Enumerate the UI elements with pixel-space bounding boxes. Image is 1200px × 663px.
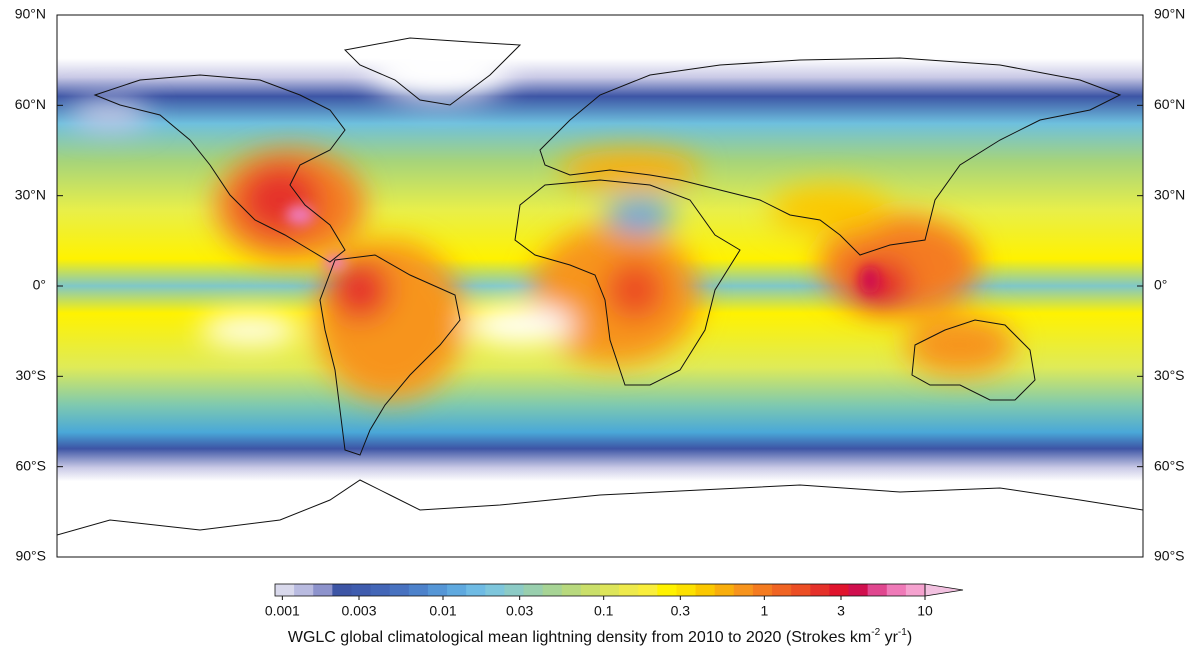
colorbar-bin	[275, 584, 295, 596]
colorbar-bin	[905, 584, 926, 596]
latitude-label-right: 90°S	[1154, 548, 1185, 564]
latitude-label-right: 30°S	[1154, 367, 1185, 383]
colorbar-bin	[829, 584, 850, 596]
colorbar-tick-label: 0.001	[265, 603, 300, 619]
latitude-labels: 90°N 90°N 60°N 60°N 30°N 30°N 0° 0° 30°S 30°S 60°S…	[15, 6, 1186, 564]
coastlines	[57, 37, 1143, 536]
colorbar-bin	[733, 584, 754, 596]
colorbar-bin	[867, 584, 888, 596]
colorbar-tick-label: 0.01	[429, 603, 456, 619]
colorbar-bin	[714, 584, 735, 596]
latitude-label-left: 30°S	[15, 367, 46, 383]
peak-cores	[286, 205, 880, 294]
caption-text: WGLC global climatological mean lightnin…	[288, 629, 871, 646]
colorbar-bin	[695, 584, 716, 596]
colorbar-tick-label: 1	[760, 603, 768, 619]
australia-outline	[911, 319, 1036, 401]
latitude-label-left: 0°	[33, 277, 46, 293]
colorbar-bin	[561, 584, 582, 596]
colorbar-tick-label: 0.003	[341, 603, 376, 619]
latitude-label-right: 90°N	[1154, 6, 1185, 22]
colorbar-bin	[408, 584, 429, 596]
colorbar-bin	[351, 584, 372, 596]
colorbar-bin	[313, 584, 333, 596]
colorbar-bin	[542, 584, 563, 596]
caption-superscript: -2	[871, 627, 880, 638]
colorbar-bin	[466, 584, 486, 596]
colorbar-tick-label: 0.3	[671, 603, 691, 619]
latitude-label-left: 60°N	[15, 96, 46, 112]
caption-superscript: -1	[898, 627, 907, 638]
colorbar-tick-label: 10	[917, 603, 933, 619]
latitude-label-right: 30°N	[1154, 186, 1185, 202]
colorbar-bin	[657, 584, 677, 596]
colorbar-bin	[504, 584, 525, 596]
colorbar-tick-label: 3	[837, 603, 845, 619]
africa-outline	[514, 179, 741, 386]
colorbar-bin	[772, 584, 792, 596]
latitude-label-right: 60°S	[1154, 457, 1185, 473]
colorbar-bin	[294, 584, 314, 596]
colorbar-bin	[332, 584, 352, 596]
colorbar-tick-label: 0.1	[594, 603, 614, 619]
colorbar-bin	[752, 584, 773, 596]
colorbar-tick-label: 0.03	[506, 603, 533, 619]
colorbar-bin	[523, 584, 544, 596]
colorbar-bin	[676, 584, 697, 596]
colorbar-bin	[370, 584, 391, 596]
colorbar-frame	[274, 583, 926, 597]
colorbar-bin	[600, 584, 620, 596]
caption-text: )	[907, 629, 912, 646]
colorbar-bin	[886, 584, 907, 596]
colorbar-bin	[791, 584, 811, 596]
colorbar-extension	[924, 583, 964, 597]
latitude-label-right: 60°N	[1154, 96, 1185, 112]
colorbar-bin	[848, 584, 869, 596]
latitude-label-left: 90°S	[15, 548, 46, 564]
colorbar: 0.001 0.003 0.01 0.03 0.1 0.3 1 3 10	[265, 583, 964, 619]
colorbar-bin	[638, 584, 658, 596]
antarctica-outline	[57, 479, 1143, 536]
latitude-label-left: 30°N	[15, 186, 46, 202]
colorbar-bin	[619, 584, 639, 596]
map-area	[57, 15, 1143, 557]
north-america-outline	[93, 74, 346, 263]
colorbar-bin	[580, 584, 601, 596]
hotspots	[70, 40, 1015, 400]
colorbar-bin	[485, 584, 505, 596]
colorbar-bin	[427, 584, 448, 596]
latitude-label-right: 0°	[1154, 277, 1167, 293]
latitude-label-left: 60°S	[15, 457, 46, 473]
caption-text: yr	[880, 629, 898, 646]
eurasia-outline	[539, 57, 1122, 256]
colorbar-bin	[447, 584, 467, 596]
colorbar-bin	[389, 584, 410, 596]
colorbar-bin	[810, 584, 830, 596]
latitude-label-left: 90°N	[15, 6, 46, 22]
greenland-outline	[343, 37, 522, 106]
south-america-outline	[319, 254, 461, 456]
colorbar-caption: WGLC global climatological mean lightnin…	[288, 627, 912, 646]
